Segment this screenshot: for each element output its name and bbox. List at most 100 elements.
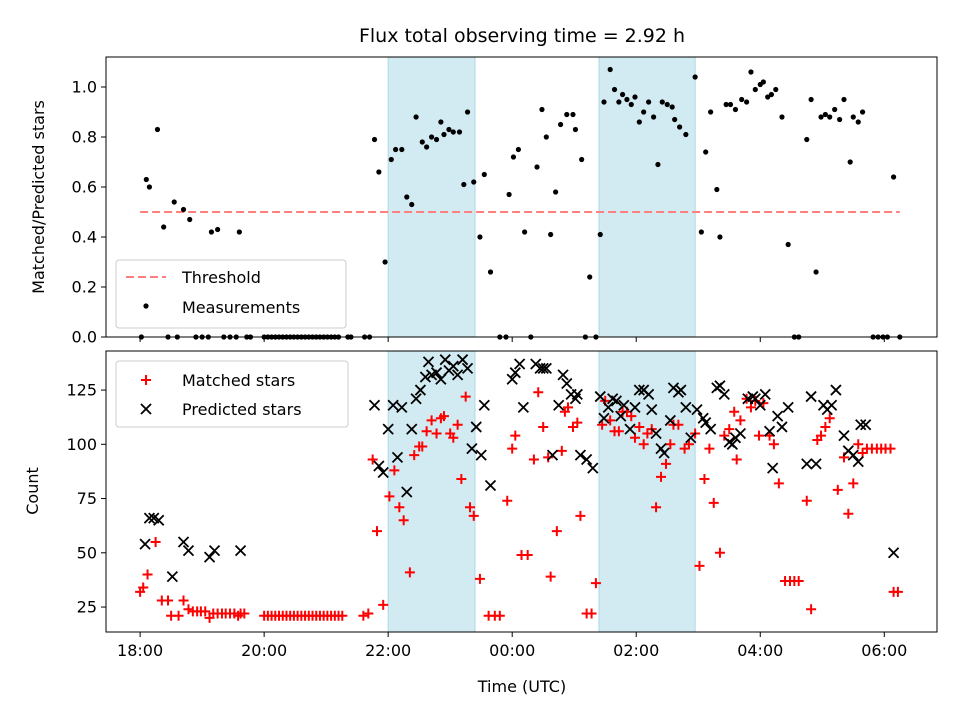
measurement-point <box>827 114 833 120</box>
predicted-star-point <box>557 369 569 381</box>
measurement-point <box>752 86 758 93</box>
x-tick-label: 22:00 <box>365 641 411 660</box>
predicted-star-point <box>705 423 717 435</box>
matched-star-point <box>638 439 649 450</box>
measurement-point <box>587 274 593 280</box>
matched-star-point <box>468 510 479 521</box>
matched-star-point <box>460 391 471 402</box>
measurement-point <box>371 136 378 143</box>
count-panel: 25 50 75 100 125 18:00 20:00 22:00 00:00 02:00 04:… <box>23 350 938 660</box>
predicted-star-point <box>685 432 697 444</box>
measurement-point <box>832 106 838 113</box>
matched-star-point <box>533 387 544 398</box>
matched-star-point <box>448 432 459 443</box>
measurement-point <box>760 79 766 85</box>
predicted-star-point <box>478 399 490 411</box>
measurement-point <box>413 114 419 120</box>
measurement-point <box>557 121 564 128</box>
predicted-star-point <box>182 544 195 557</box>
predicted-star-point <box>664 414 676 427</box>
predicted-star-point <box>618 399 630 411</box>
matched-star-point <box>173 610 184 621</box>
observing-band-2 <box>598 350 696 633</box>
predicted-star-point <box>887 547 900 559</box>
predicted-star-point <box>143 512 156 524</box>
measurement-point <box>773 86 779 93</box>
matched-star-point <box>699 474 710 485</box>
measurement-point <box>646 99 652 105</box>
measurement-point <box>450 129 456 135</box>
matched-star-point <box>704 443 715 454</box>
measurement-point <box>624 96 630 103</box>
predicted-star-point <box>475 449 487 461</box>
measurement-point <box>683 131 689 138</box>
measurement-point <box>779 114 785 120</box>
measurement-point <box>698 229 704 235</box>
matched-star-point <box>820 421 831 432</box>
predicted-star-point <box>714 380 726 392</box>
matched-star-point <box>502 495 513 506</box>
matched-star-point <box>556 445 567 456</box>
predicted-star-point <box>208 544 221 557</box>
predicted-star-point <box>598 412 610 424</box>
measurement-point <box>539 106 545 113</box>
matched-star-point <box>719 430 730 441</box>
matched-star-point <box>358 610 369 621</box>
predicted-star-point <box>430 367 443 379</box>
measurement-point <box>669 104 675 110</box>
measurement-point <box>441 131 447 138</box>
matched-star-point <box>551 526 562 537</box>
predicted-star-point <box>410 393 422 405</box>
x-tick-label: 00:00 <box>489 641 535 660</box>
predicted-star-point <box>734 427 747 440</box>
measurement-point <box>850 114 856 120</box>
measurement-point <box>717 234 723 240</box>
measurement-point <box>714 186 720 193</box>
measurement-point <box>708 109 714 115</box>
matched-star-point <box>735 415 746 426</box>
x-tick-label: 18:00 <box>117 641 163 660</box>
predicted-star-point <box>382 423 394 435</box>
matched-star-point <box>538 421 549 432</box>
predicted-star-point <box>509 367 521 379</box>
matched-star-point <box>651 502 662 513</box>
matched-star-point <box>806 604 817 615</box>
matched-star-point <box>768 439 779 450</box>
matched-star-point <box>452 419 463 430</box>
matched-star-point <box>528 454 539 465</box>
predicted-star-point <box>466 443 478 455</box>
legend-predicted-swatch <box>140 403 152 415</box>
measurement-point <box>677 124 683 130</box>
measurement-point <box>859 109 866 115</box>
matched-star-point <box>150 536 161 547</box>
predicted-star-point <box>391 451 404 463</box>
matched-star-point <box>522 549 533 560</box>
observing-band-1 <box>387 56 476 338</box>
matched-star-point <box>563 402 574 413</box>
predicted-star-point <box>580 453 593 466</box>
count-legend <box>115 360 349 428</box>
predicted-star-point <box>658 447 670 459</box>
matched-star-point <box>848 478 859 489</box>
matched-star-point <box>656 471 667 482</box>
predicted-star-point <box>700 416 712 429</box>
matched-star-point <box>853 439 864 450</box>
measurement-point <box>461 181 467 188</box>
predicted-star-point <box>675 384 687 396</box>
measurement-point <box>813 269 819 275</box>
matched-star-point <box>200 606 211 617</box>
y-tick-label: 1.0 <box>72 78 97 97</box>
ratio-y-axis-label: Matched/Predicted stars <box>29 100 48 294</box>
legend-measurements-label: Measurements <box>182 298 300 317</box>
measurement-point <box>855 119 861 125</box>
predicted-star-point <box>860 419 872 431</box>
measurement-point <box>672 116 678 123</box>
measurement-point <box>534 164 540 170</box>
measurement-point <box>818 114 824 120</box>
predicted-star-point <box>422 356 435 368</box>
matched-star-point <box>683 439 694 450</box>
predicted-star-point <box>776 421 788 433</box>
measurement-point <box>890 174 897 180</box>
matched-star-point <box>731 454 742 465</box>
predicted-star-point <box>855 419 867 431</box>
